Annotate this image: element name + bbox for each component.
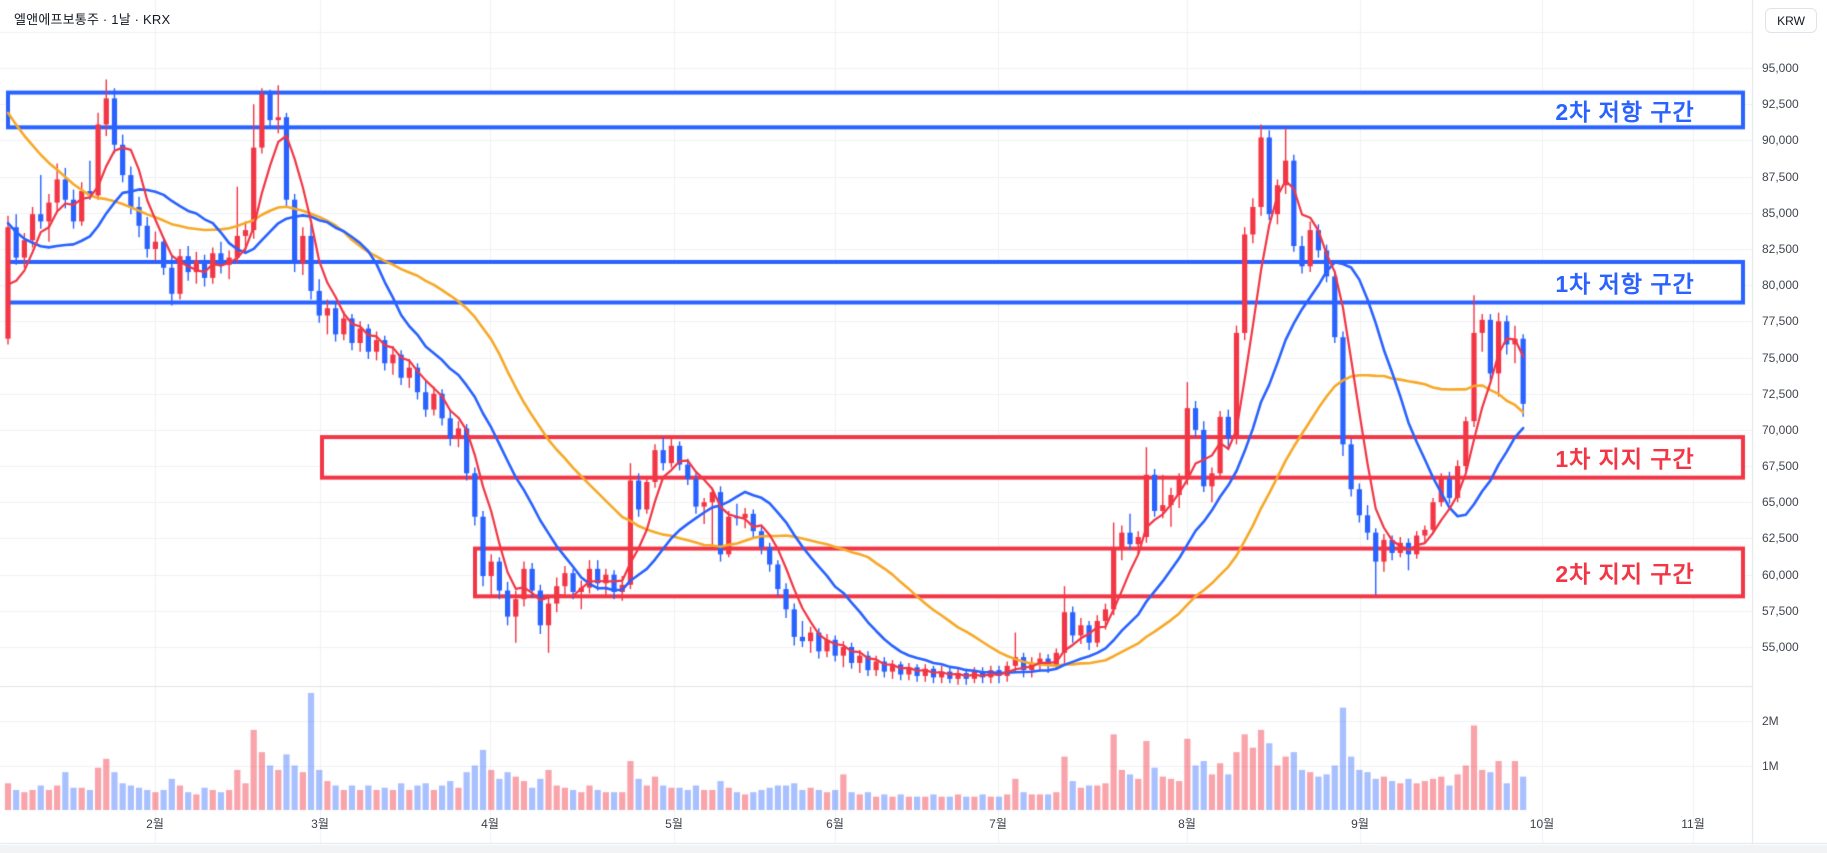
price-tick-90,000[interactable]: 90,000 <box>1762 133 1799 148</box>
month-label-3월[interactable]: 3월 <box>311 817 329 831</box>
price-tick-95,000[interactable]: 95,000 <box>1762 61 1799 75</box>
price-tick-70,000[interactable]: 70,000 <box>1762 422 1799 437</box>
price-tick-57,500[interactable]: 57,500 <box>1762 603 1799 618</box>
price-tick-80,000[interactable]: 80,000 <box>1762 278 1799 293</box>
price-tick-87,500[interactable]: 87,500 <box>1762 169 1799 184</box>
month-label-5월[interactable]: 5월 <box>665 817 683 831</box>
price-tick-55,000[interactable]: 55,000 <box>1762 640 1799 654</box>
volume-tick-1M[interactable]: 1M <box>1762 758 1779 773</box>
zone-label-support-2[interactable]: 2차 지지 구간 <box>1555 561 1695 588</box>
month-label-11월[interactable]: 11월 <box>1681 817 1705 831</box>
bottom-margin-strip <box>0 845 1827 853</box>
symbol-title[interactable]: 엘앤에프보통주 · 1날 · KRX <box>14 12 171 27</box>
month-label-4월[interactable]: 4월 <box>481 817 499 831</box>
zone-label-resistance-2[interactable]: 2차 저항 구간 <box>1555 98 1695 125</box>
month-label-10월[interactable]: 10월 <box>1529 817 1555 831</box>
month-label-9월[interactable]: 9월 <box>1351 817 1369 831</box>
price-tick-60,000[interactable]: 60,000 <box>1762 567 1799 582</box>
price-tick-92,500[interactable]: 92,500 <box>1762 97 1799 112</box>
price-tick-77,500[interactable]: 77,500 <box>1762 314 1799 329</box>
price-tick-65,000[interactable]: 65,000 <box>1762 495 1799 510</box>
month-label-8월[interactable]: 8월 <box>1178 817 1196 831</box>
month-label-6월[interactable]: 6월 <box>826 817 844 831</box>
month-label-7월[interactable]: 7월 <box>989 817 1007 831</box>
price-tick-72,500[interactable]: 72,500 <box>1762 386 1799 401</box>
price-tick-75,000[interactable]: 75,000 <box>1762 350 1799 365</box>
price-tick-62,500[interactable]: 62,500 <box>1762 531 1799 546</box>
zone-label-resistance-1[interactable]: 1차 저항 구간 <box>1555 271 1695 298</box>
month-label-2월[interactable]: 2월 <box>146 817 164 831</box>
price-tick-82,500[interactable]: 82,500 <box>1762 241 1799 256</box>
currency-toggle-button[interactable]: KRW <box>1765 8 1817 33</box>
volume-tick-2M[interactable]: 2M <box>1762 714 1779 728</box>
zone-label-support-1[interactable]: 1차 지지 구간 <box>1555 446 1695 473</box>
price-tick-85,000[interactable]: 85,000 <box>1762 205 1799 220</box>
price-tick-67,500[interactable]: 67,500 <box>1762 459 1799 474</box>
